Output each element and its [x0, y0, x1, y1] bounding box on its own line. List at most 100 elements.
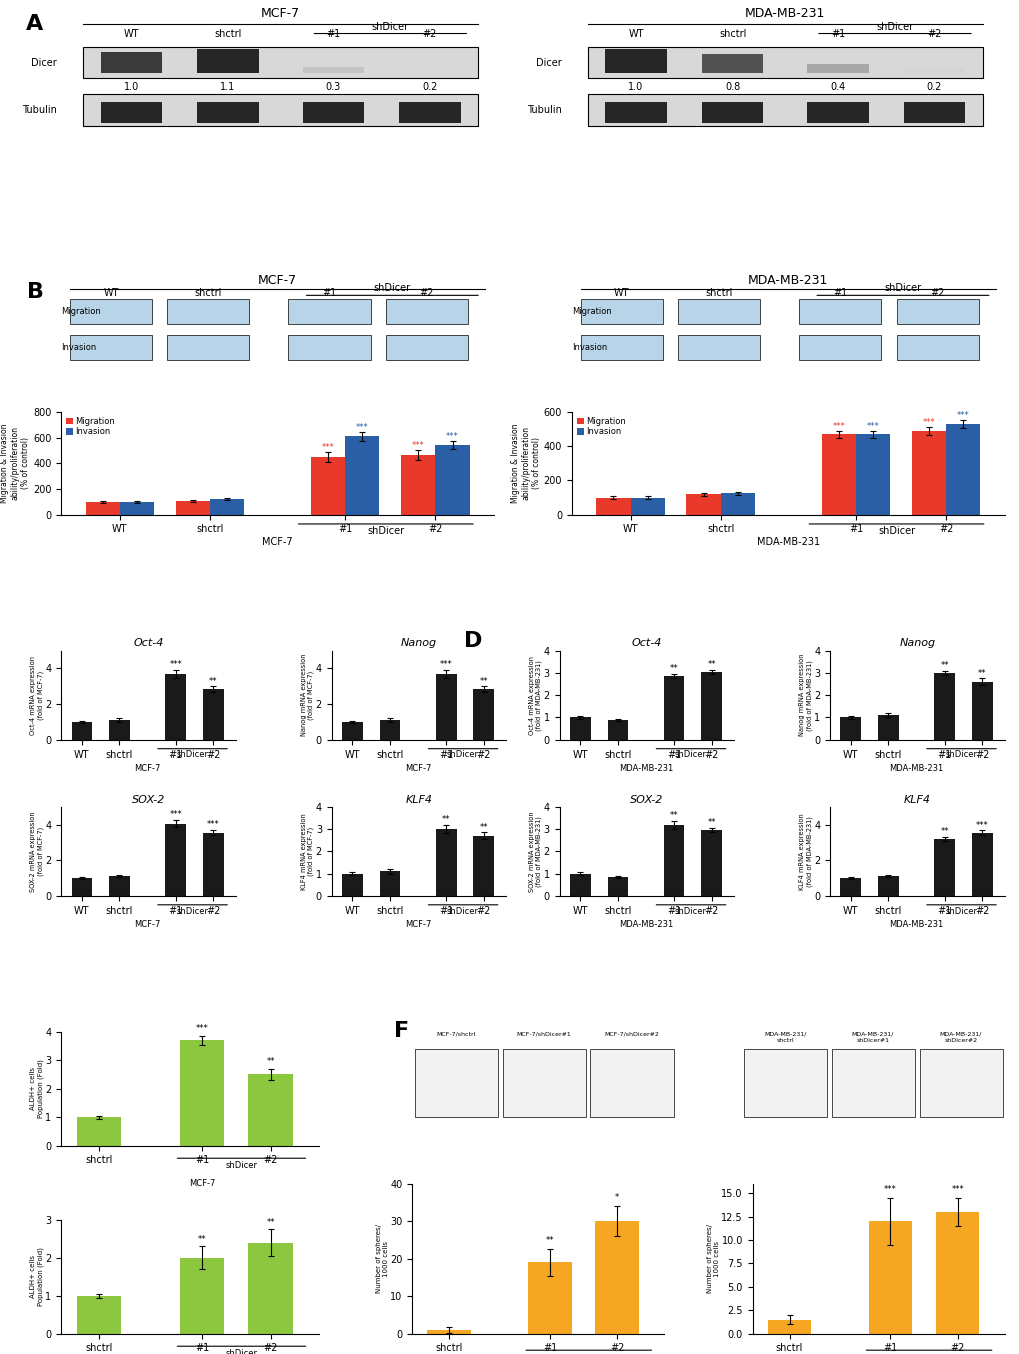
FancyBboxPatch shape: [84, 47, 478, 79]
Text: shDicer: shDicer: [675, 750, 706, 760]
Text: B: B: [26, 282, 44, 302]
Text: #1: #1: [830, 30, 844, 39]
FancyBboxPatch shape: [167, 336, 250, 360]
Text: #2: #2: [419, 288, 434, 298]
Bar: [427, 1330, 471, 1334]
Text: shDicer: shDicer: [945, 750, 976, 760]
Bar: [663, 676, 684, 739]
Y-axis label: SOX-2 mRNA expression
(fold of MDA-MB-231): SOX-2 mRNA expression (fold of MDA-MB-23…: [528, 811, 542, 891]
Text: MCF-7: MCF-7: [189, 1179, 215, 1187]
Bar: [840, 877, 860, 896]
Text: Migration: Migration: [61, 307, 101, 317]
Text: **: **: [266, 1057, 275, 1066]
Text: shctrl: shctrl: [718, 30, 746, 39]
Text: #2: #2: [929, 288, 944, 298]
FancyBboxPatch shape: [806, 102, 868, 123]
Text: **: **: [198, 1235, 206, 1244]
Bar: [821, 435, 855, 515]
Text: shDicer: shDicer: [176, 907, 208, 915]
Text: ***: ***: [169, 811, 181, 819]
Y-axis label: Oct-4 mRNA expression
(fold of MCF-7): Oct-4 mRNA expression (fold of MCF-7): [31, 655, 44, 735]
Bar: [933, 839, 954, 896]
Bar: [570, 873, 590, 896]
Text: WT: WT: [123, 30, 139, 39]
Text: 0.8: 0.8: [725, 81, 740, 92]
Y-axis label: SOX-2 mRNA expression
(fold of MCF-7): SOX-2 mRNA expression (fold of MCF-7): [31, 811, 44, 891]
Text: **: **: [479, 677, 487, 685]
Bar: [596, 498, 630, 515]
Text: ***: ***: [951, 1185, 963, 1194]
Text: MCF-7/shDicer#2: MCF-7/shDicer#2: [603, 1032, 658, 1037]
Text: ***: ***: [883, 1185, 896, 1194]
Text: WT: WT: [613, 288, 629, 298]
Text: ***: ***: [321, 443, 334, 452]
Bar: [249, 1243, 292, 1334]
Text: ***: ***: [445, 432, 459, 441]
Text: Tubulin: Tubulin: [22, 106, 57, 115]
Text: #2: #2: [422, 30, 436, 39]
Text: **: **: [940, 661, 948, 670]
Bar: [971, 682, 991, 739]
Bar: [179, 1040, 224, 1145]
Bar: [210, 500, 244, 515]
Text: ***: ***: [169, 661, 181, 669]
Title: Oct-4: Oct-4: [631, 639, 661, 649]
Text: ***: ***: [196, 1025, 208, 1033]
Text: ***: ***: [956, 410, 969, 420]
Text: Migration: Migration: [572, 307, 611, 317]
Text: MDA-MB-231: MDA-MB-231: [756, 538, 819, 547]
Text: shDicer: shDicer: [875, 22, 913, 31]
Bar: [311, 456, 344, 515]
FancyBboxPatch shape: [919, 1049, 1002, 1117]
Text: **: **: [545, 1236, 553, 1246]
Bar: [911, 431, 946, 515]
FancyBboxPatch shape: [502, 1049, 586, 1117]
Y-axis label: Number of spheres/
1000 cells: Number of spheres/ 1000 cells: [375, 1224, 388, 1293]
Bar: [109, 876, 129, 896]
Text: shDicer: shDicer: [675, 907, 706, 915]
FancyBboxPatch shape: [288, 336, 370, 360]
Text: 0.2: 0.2: [422, 81, 437, 92]
Text: ***: ***: [356, 422, 369, 432]
Text: ***: ***: [207, 821, 219, 829]
Text: MCF-7/shDicer#1: MCF-7/shDicer#1: [516, 1032, 571, 1037]
Text: **: **: [669, 665, 678, 673]
Text: **: **: [707, 818, 715, 827]
Bar: [473, 835, 493, 896]
Text: MDA-MB-231: MDA-MB-231: [747, 274, 827, 287]
Text: ***: ***: [975, 821, 987, 830]
Bar: [607, 877, 628, 896]
FancyBboxPatch shape: [678, 299, 759, 325]
Text: **: **: [441, 815, 450, 825]
Text: D: D: [464, 631, 482, 651]
Text: F: F: [393, 1021, 409, 1041]
FancyBboxPatch shape: [101, 102, 162, 123]
Text: MDA-MB-231: MDA-MB-231: [889, 764, 943, 773]
FancyBboxPatch shape: [798, 299, 880, 325]
Text: Tubulin: Tubulin: [526, 106, 560, 115]
Bar: [71, 722, 92, 739]
Text: shDicer: shDicer: [945, 907, 976, 915]
Bar: [119, 502, 154, 515]
Text: **: **: [977, 669, 985, 678]
Text: 1.0: 1.0: [123, 81, 139, 92]
FancyBboxPatch shape: [69, 299, 152, 325]
Title: KLF4: KLF4: [406, 795, 432, 804]
FancyBboxPatch shape: [587, 47, 981, 79]
Bar: [109, 720, 129, 739]
FancyBboxPatch shape: [590, 1049, 674, 1117]
Text: MCF-7/shctrl: MCF-7/shctrl: [436, 1032, 476, 1037]
Text: ***: ***: [832, 422, 845, 431]
Text: 1.0: 1.0: [628, 81, 643, 92]
Bar: [877, 876, 898, 896]
Text: WT: WT: [103, 288, 118, 298]
Text: ***: ***: [439, 661, 452, 669]
Bar: [663, 825, 684, 896]
FancyBboxPatch shape: [903, 102, 964, 123]
Y-axis label: KLF4 mRNA expression
(fold of MDA-MB-231): KLF4 mRNA expression (fold of MDA-MB-231…: [799, 812, 812, 890]
Bar: [249, 1075, 292, 1145]
Text: **: **: [940, 827, 948, 835]
FancyBboxPatch shape: [896, 336, 978, 360]
Bar: [934, 1212, 978, 1334]
Title: KLF4: KLF4: [903, 795, 930, 804]
